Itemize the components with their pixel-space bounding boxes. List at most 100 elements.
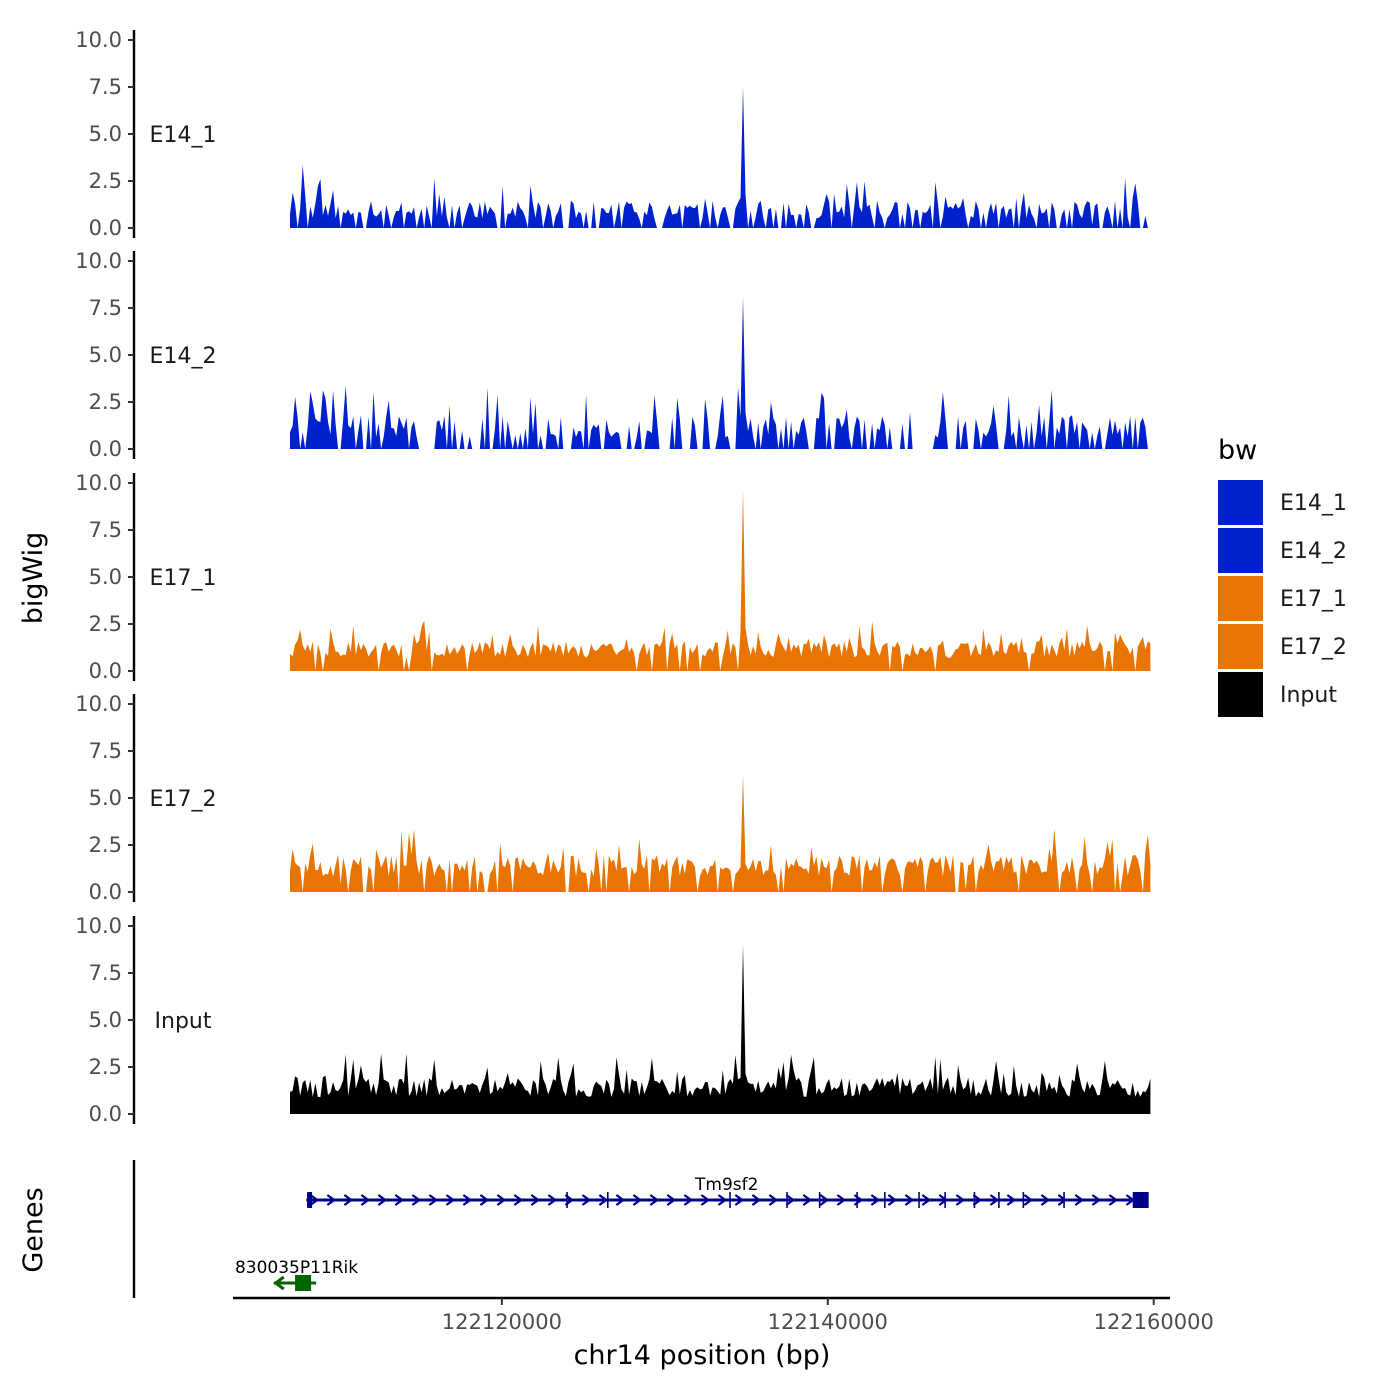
strand-arrow bbox=[632, 1194, 643, 1206]
strand-arrow bbox=[649, 1194, 660, 1206]
strand-arrow bbox=[904, 1194, 915, 1206]
track-E17_2: 0.0 2.5 5.0 7.5 10.0 E17_2 bbox=[75, 692, 1151, 904]
strand-arrow bbox=[530, 1194, 541, 1206]
x-tick-label: 122140000 bbox=[768, 1310, 888, 1334]
x-tick-label: 122160000 bbox=[1094, 1310, 1214, 1334]
y-tick-label: 2.5 bbox=[89, 169, 122, 193]
y-tick-label: 10.0 bbox=[75, 692, 122, 716]
strand-arrow bbox=[802, 1194, 813, 1206]
track-label: E17_1 bbox=[150, 566, 217, 591]
strand-arrow bbox=[819, 1194, 830, 1206]
strand-arrow bbox=[479, 1194, 490, 1206]
y-tick-label: 10.0 bbox=[75, 249, 122, 273]
strand-arrow bbox=[666, 1194, 677, 1206]
strand-arrow bbox=[411, 1194, 422, 1206]
signal-area-E14_1 bbox=[290, 86, 1151, 228]
strand-arrow bbox=[547, 1194, 558, 1206]
x-axis: 122120000 122140000 122160000 bbox=[233, 1296, 1214, 1334]
exon bbox=[1132, 1192, 1149, 1208]
y-tick-label: 0.0 bbox=[89, 216, 122, 240]
y-tick-label: 2.5 bbox=[89, 390, 122, 414]
x-axis-title: chr14 position (bp) bbox=[574, 1340, 831, 1371]
strand-arrow bbox=[734, 1194, 745, 1206]
y-tick-label: 0.0 bbox=[89, 659, 122, 683]
legend-label-E14_1: E14_1 bbox=[1280, 491, 1347, 516]
track-E14_1: 0.0 2.5 5.0 7.5 10.0 E14_1 bbox=[75, 28, 1151, 240]
genes-axis-title: Genes bbox=[18, 1187, 49, 1272]
signal-area-E17_2 bbox=[290, 775, 1151, 892]
legend-swatch-E14_1 bbox=[1218, 480, 1263, 525]
strand-arrow bbox=[717, 1194, 728, 1206]
strand-arrow bbox=[326, 1194, 337, 1206]
strand-arrow bbox=[870, 1194, 881, 1206]
strand-arrow bbox=[1040, 1194, 1051, 1206]
legend-label-E14_2: E14_2 bbox=[1280, 539, 1347, 564]
y-tick-label: 7.5 bbox=[89, 739, 122, 763]
strand-arrow bbox=[513, 1194, 524, 1206]
strand-arrow bbox=[598, 1194, 609, 1206]
y-tick-label: 7.5 bbox=[89, 518, 122, 542]
track-Input: 0.0 2.5 5.0 7.5 10.0 Input bbox=[75, 914, 1151, 1126]
strand-arrow bbox=[955, 1194, 966, 1206]
legend-swatch-E14_2 bbox=[1218, 528, 1263, 573]
signal-area-E14_2 bbox=[290, 296, 1151, 449]
strand-arrow bbox=[785, 1194, 796, 1206]
exon bbox=[307, 1192, 313, 1208]
track-label: E17_2 bbox=[150, 787, 217, 812]
legend-label-Input: Input bbox=[1280, 683, 1337, 708]
strand-arrow bbox=[1108, 1194, 1119, 1206]
y-tick-label: 2.5 bbox=[89, 1055, 122, 1079]
gene-3830035P11Rik: 830035P11Rik bbox=[235, 1258, 358, 1291]
strand-arrow bbox=[1023, 1194, 1034, 1206]
gene-track: Tm9sf2 830035P11Rik bbox=[132, 1160, 1149, 1298]
strand-arrow bbox=[938, 1194, 949, 1206]
strand-arrow bbox=[989, 1194, 1000, 1206]
y-tick-label: 5.0 bbox=[89, 1008, 122, 1032]
legend-label-E17_2: E17_2 bbox=[1280, 635, 1347, 660]
track-E14_2: 0.0 2.5 5.0 7.5 10.0 E14_2 bbox=[75, 249, 1151, 461]
y-tick-label: 7.5 bbox=[89, 296, 122, 320]
strand-arrow bbox=[1006, 1194, 1017, 1206]
y-tick-label: 0.0 bbox=[89, 880, 122, 904]
strand-arrow bbox=[887, 1194, 898, 1206]
strand-arrow bbox=[343, 1194, 354, 1206]
legend-title: bw bbox=[1218, 435, 1257, 466]
x-tick-label: 122120000 bbox=[442, 1310, 562, 1334]
legend: bw E14_1 E14_2 E17_1 E17_2 Input bbox=[1218, 435, 1347, 717]
strand-arrow bbox=[1057, 1194, 1068, 1206]
y-tick-label: 7.5 bbox=[89, 75, 122, 99]
strand-arrow bbox=[1074, 1194, 1085, 1206]
strand-arrow bbox=[836, 1194, 847, 1206]
strand-arrow bbox=[377, 1194, 388, 1206]
strand-arrow bbox=[581, 1194, 592, 1206]
strand-arrow bbox=[615, 1194, 626, 1206]
legend-swatch-E17_2 bbox=[1218, 624, 1263, 669]
y-tick-label: 7.5 bbox=[89, 961, 122, 985]
y-axis-title: bigWig bbox=[18, 532, 49, 625]
legend-swatch-Input bbox=[1218, 672, 1263, 717]
strand-arrow bbox=[972, 1194, 983, 1206]
y-tick-label: 0.0 bbox=[89, 437, 122, 461]
signal-tracks: 0.0 2.5 5.0 7.5 10.0 E14_1 0.0 2.5 5.0 7.5 10.0 E14… bbox=[75, 28, 1151, 1126]
legend-label-E17_1: E17_1 bbox=[1280, 587, 1347, 612]
strand-arrow bbox=[921, 1194, 932, 1206]
strand-arrow bbox=[700, 1194, 711, 1206]
gene-label: 830035P11Rik bbox=[235, 1258, 358, 1278]
signal-area-E17_1 bbox=[290, 488, 1151, 671]
strand-arrow bbox=[683, 1194, 694, 1206]
strand-arrow bbox=[309, 1194, 320, 1206]
y-tick-label: 5.0 bbox=[89, 786, 122, 810]
strand-arrow bbox=[496, 1194, 507, 1206]
y-tick-label: 5.0 bbox=[89, 565, 122, 589]
strand-arrow bbox=[428, 1194, 439, 1206]
y-tick-label: 0.0 bbox=[89, 1102, 122, 1126]
y-tick-label: 2.5 bbox=[89, 833, 122, 857]
y-tick-label: 5.0 bbox=[89, 343, 122, 367]
gene-label: Tm9sf2 bbox=[694, 1175, 758, 1195]
track-label: Input bbox=[155, 1009, 212, 1034]
track-label: E14_2 bbox=[150, 344, 217, 369]
strand-arrow bbox=[360, 1194, 371, 1206]
signal-area-Input bbox=[290, 944, 1151, 1114]
y-tick-label: 2.5 bbox=[89, 612, 122, 636]
